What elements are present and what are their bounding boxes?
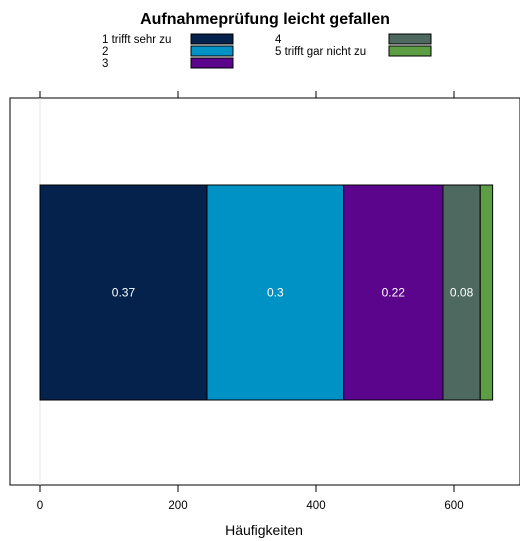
legend-swatch-4 <box>388 33 432 45</box>
x-tick-label-200: 200 <box>168 500 187 512</box>
bar-segment-5 <box>479 184 494 401</box>
legend-swatch-5 <box>388 45 432 57</box>
x-axis-label: Häufigkeiten <box>225 522 303 538</box>
legend-label-5: 5 trifft gar nicht zu <box>275 46 366 58</box>
x-tick-label-400: 400 <box>306 500 325 512</box>
x-tick-label-0: 0 <box>37 500 43 512</box>
plot-panel <box>9 97 520 486</box>
legend-swatch-2 <box>190 45 234 57</box>
legend-label-3: 3 <box>102 58 108 70</box>
bar-value-label-2: 0.3 <box>267 286 284 300</box>
bar-segment-3 <box>343 184 444 401</box>
legend-label-1: 1 trifft sehr zu <box>102 34 171 46</box>
chart-title: Aufnahmeprüfung leicht gefallen <box>140 11 390 28</box>
bar-segment-2 <box>206 184 345 401</box>
legend-label-4: 4 <box>275 34 282 46</box>
bar-value-label-1: 0.37 <box>112 286 136 300</box>
legend-label-2: 2 <box>102 46 108 58</box>
legend-swatch-1 <box>190 33 234 45</box>
bar-segment-4 <box>442 184 481 401</box>
bar-value-label-3: 0.22 <box>382 286 406 300</box>
bar-value-label-4: 0.08 <box>450 286 474 300</box>
axes: 0 200 400 600 <box>37 91 464 512</box>
legend-swatch-3 <box>190 57 234 69</box>
bars: 0.37 0.3 0.22 0.08 <box>39 184 494 401</box>
x-tick-label-600: 600 <box>444 500 463 512</box>
bar-segment-1 <box>39 184 208 401</box>
